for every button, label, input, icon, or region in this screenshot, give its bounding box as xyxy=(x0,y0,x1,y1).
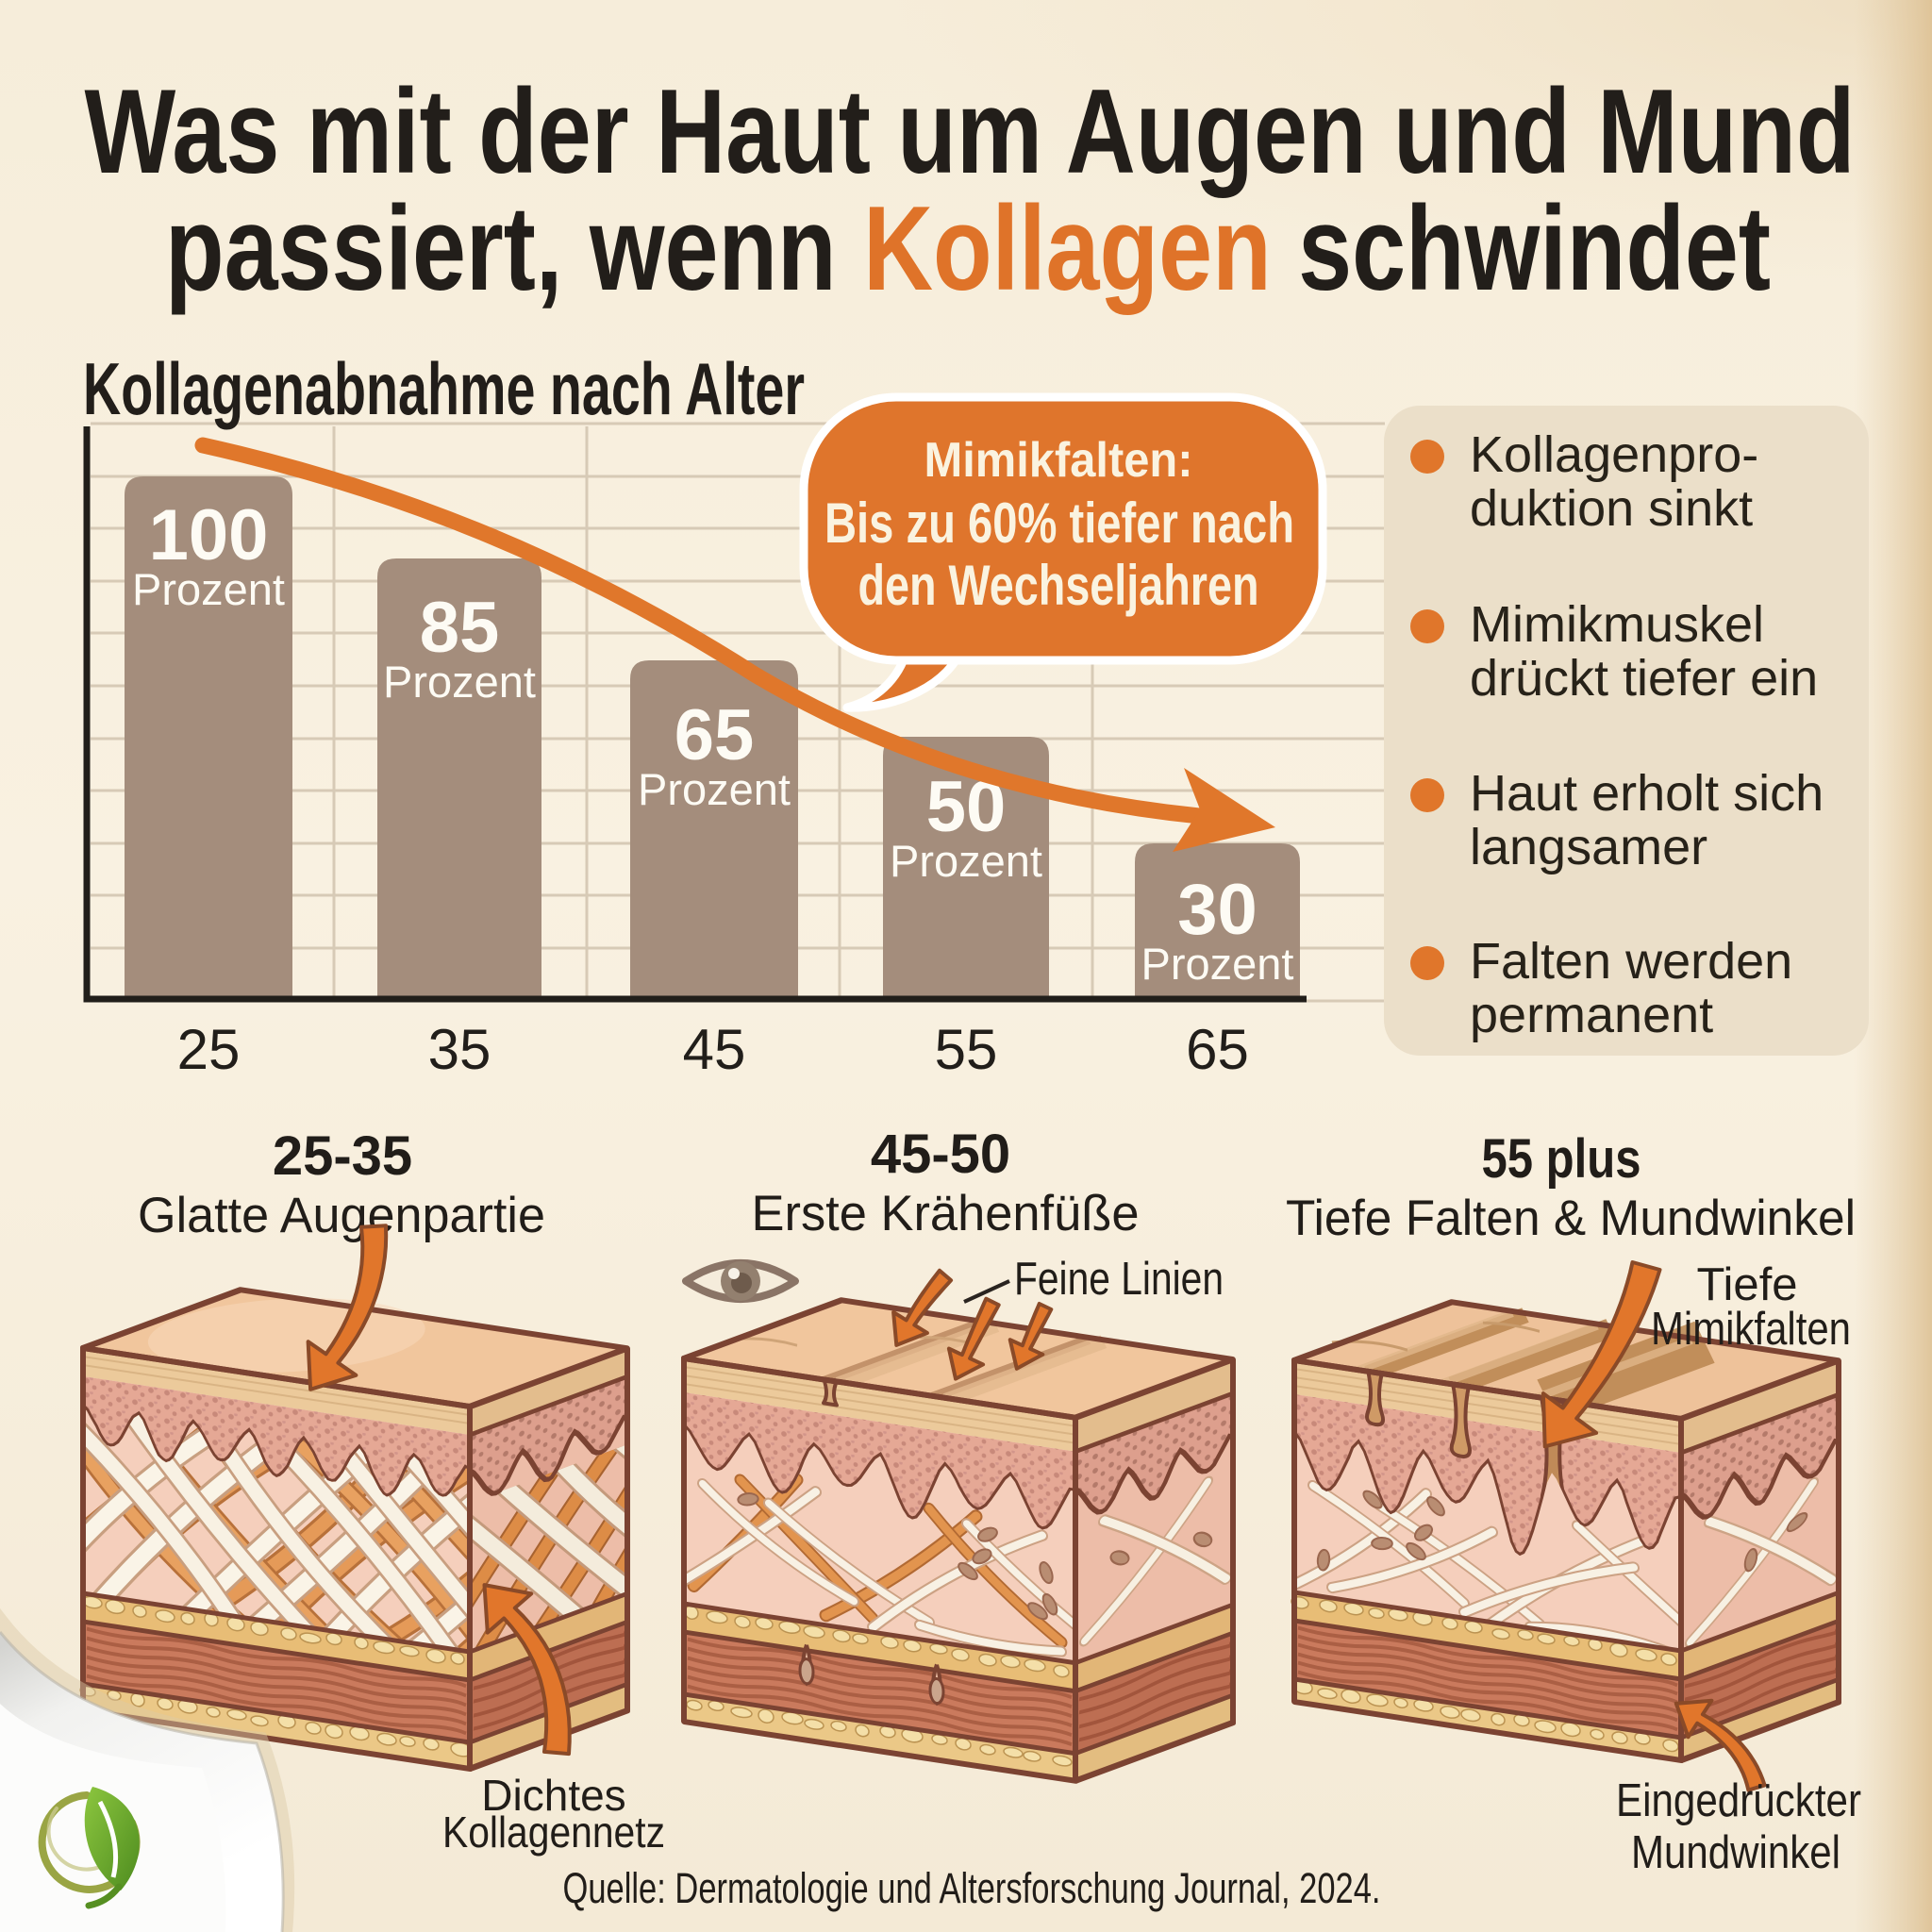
svg-text:Falten werden: Falten werden xyxy=(1470,933,1792,990)
svg-text:Mimikmuskel: Mimikmuskel xyxy=(1470,596,1764,653)
svg-text:65: 65 xyxy=(1186,1018,1249,1081)
svg-text:65: 65 xyxy=(675,695,755,775)
svg-text:Tiefe Falten & Mundwinkel: Tiefe Falten & Mundwinkel xyxy=(1286,1191,1856,1246)
svg-text:Haut erholt sich: Haut erholt sich xyxy=(1470,765,1824,822)
svg-text:Prozent: Prozent xyxy=(638,764,791,814)
svg-text:permanent: permanent xyxy=(1470,987,1713,1043)
svg-text:25: 25 xyxy=(177,1018,241,1081)
svg-text:Glatte Augenpartie: Glatte Augenpartie xyxy=(138,1188,545,1243)
svg-text:drückt tiefer ein: drückt tiefer ein xyxy=(1470,650,1818,707)
svg-text:Erste Krähenfüße: Erste Krähenfüße xyxy=(752,1186,1140,1241)
svg-text:Mimikfalten:: Mimikfalten: xyxy=(924,433,1193,488)
svg-text:45: 45 xyxy=(683,1018,746,1081)
svg-text:45-50: 45-50 xyxy=(871,1124,1010,1185)
svg-text:Kollagenpro-: Kollagenpro- xyxy=(1470,426,1758,483)
svg-text:duktion sinkt: duktion sinkt xyxy=(1470,480,1753,537)
svg-text:Kollagenabnahme nach Alter: Kollagenabnahme nach Alter xyxy=(83,347,805,430)
svg-text:35: 35 xyxy=(428,1018,491,1081)
svg-text:25-35: 25-35 xyxy=(273,1125,412,1187)
svg-text:55: 55 xyxy=(935,1018,998,1081)
svg-text:Dichtes: Dichtes xyxy=(481,1771,625,1820)
svg-text:100: 100 xyxy=(149,495,269,575)
svg-text:30: 30 xyxy=(1177,870,1257,950)
svg-text:55 plus: 55 plus xyxy=(1482,1128,1641,1190)
svg-text:Mimikfalten: Mimikfalten xyxy=(1651,1304,1851,1355)
svg-text:Bis zu 60% tiefer nach: Bis zu 60% tiefer nach xyxy=(824,491,1294,555)
svg-text:85: 85 xyxy=(420,588,500,668)
svg-text:Mundwinkel: Mundwinkel xyxy=(1631,1827,1840,1878)
svg-text:langsamer: langsamer xyxy=(1470,819,1707,875)
svg-text:Prozent: Prozent xyxy=(1141,939,1294,989)
svg-text:Eingedrückter: Eingedrückter xyxy=(1616,1775,1861,1826)
svg-text:Feine Linien: Feine Linien xyxy=(1014,1254,1224,1305)
svg-text:den Wechseljahren: den Wechseljahren xyxy=(858,554,1259,617)
svg-text:Quelle: Dermatologie und Alter: Quelle: Dermatologie und Altersforschung… xyxy=(563,1864,1381,1912)
svg-text:Was mit der Haut um Augen und: Was mit der Haut um Augen und Mund xyxy=(85,64,1856,198)
svg-text:Prozent: Prozent xyxy=(383,657,536,707)
svg-text:Tiefe: Tiefe xyxy=(1696,1259,1797,1310)
svg-text:Prozent: Prozent xyxy=(890,836,1042,886)
svg-text:passiert, wenn Kollagen schwin: passiert, wenn Kollagen schwindet xyxy=(165,181,1771,315)
svg-text:Kollagennetz: Kollagennetz xyxy=(442,1807,665,1857)
svg-text:Prozent: Prozent xyxy=(132,564,285,614)
